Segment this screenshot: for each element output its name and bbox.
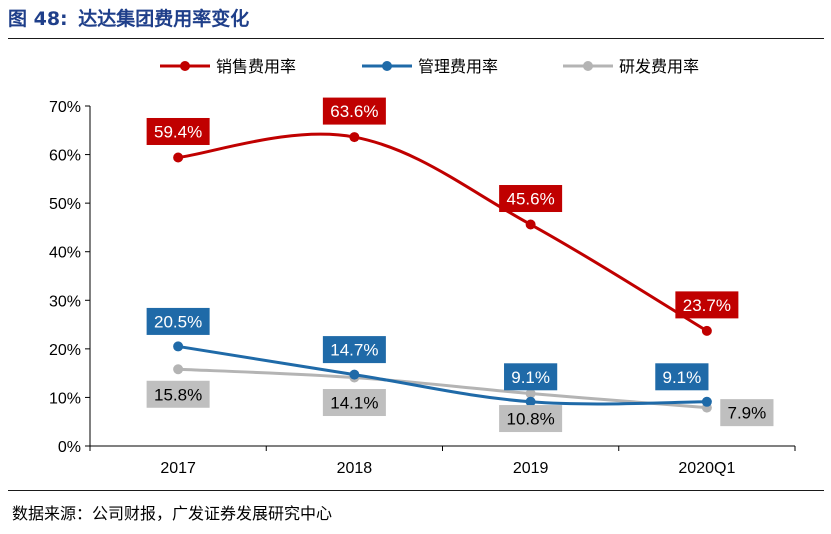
data-point xyxy=(525,388,536,399)
data-label: 9.1% xyxy=(511,368,550,387)
data-point xyxy=(701,396,712,407)
data-label-box xyxy=(675,291,739,319)
data-label-box xyxy=(504,363,558,391)
data-point xyxy=(173,341,184,352)
legend-label: 管理费用率 xyxy=(418,57,498,76)
data-label: 63.6% xyxy=(330,102,378,121)
data-label-box xyxy=(499,185,563,213)
data-label-box xyxy=(655,363,709,391)
data-point xyxy=(525,396,536,407)
y-tick-label: 0% xyxy=(58,439,81,456)
legend-marker xyxy=(382,61,392,71)
data-point xyxy=(701,325,712,336)
data-label: 45.6% xyxy=(507,190,555,209)
source-divider xyxy=(8,490,824,491)
y-tick-label: 20% xyxy=(49,342,81,359)
x-tick-label: 2020Q1 xyxy=(678,460,735,477)
series-line-1 xyxy=(177,344,707,406)
series-line-2 xyxy=(178,367,707,410)
data-label: 7.9% xyxy=(728,404,767,423)
data-label: 10.8% xyxy=(507,410,555,429)
line-chart: 0% 10% 20% 30% 40% 50% 60% 70% 2017 2018 2019 2020Q… xyxy=(49,57,796,477)
figure-label: 图 48: xyxy=(8,8,68,30)
y-tick-label: 40% xyxy=(49,245,81,262)
data-label: 20.5% xyxy=(154,312,202,331)
series-line-0 xyxy=(177,132,708,333)
figure-title-text: 达达集团费用率变化 xyxy=(78,8,250,30)
y-tick-label: 70% xyxy=(49,99,81,116)
data-label-box xyxy=(322,97,386,125)
data-label-box xyxy=(146,307,210,335)
y-tick-label: 10% xyxy=(49,390,81,407)
data-label: 15.8% xyxy=(154,385,202,404)
legend-marker xyxy=(583,61,593,71)
legend-label: 研发费用率 xyxy=(619,57,699,76)
data-label: 14.7% xyxy=(330,341,378,360)
data-label-box xyxy=(499,405,563,433)
data-label-box xyxy=(146,117,210,145)
data-label-box xyxy=(146,380,210,408)
x-tick-label: 2018 xyxy=(337,460,373,477)
data-point xyxy=(349,369,360,380)
data-label: 59.4% xyxy=(154,122,202,141)
legend-label: 销售费用率 xyxy=(216,57,296,76)
data-label-box xyxy=(322,389,386,417)
data-point xyxy=(525,219,536,230)
y-tick-label: 30% xyxy=(49,293,81,310)
figure-title: 图 48: 达达集团费用率变化 xyxy=(8,4,253,31)
legend-marker xyxy=(180,61,190,71)
data-label-box xyxy=(322,336,386,364)
x-tick-label: 2017 xyxy=(160,460,196,477)
source-note: 数据来源：公司财报，广发证券发展研究中心 xyxy=(12,504,333,523)
title-divider xyxy=(8,38,824,39)
data-label: 14.1% xyxy=(330,394,378,413)
data-point xyxy=(349,132,360,143)
data-label: 23.7% xyxy=(683,296,731,315)
data-point xyxy=(173,364,184,375)
y-tick-label: 50% xyxy=(49,196,81,213)
data-point xyxy=(173,152,184,163)
data-label: 9.1% xyxy=(663,368,702,387)
data-label-box xyxy=(720,399,774,427)
x-tick-label: 2019 xyxy=(513,460,549,477)
y-tick-label: 60% xyxy=(49,148,81,165)
